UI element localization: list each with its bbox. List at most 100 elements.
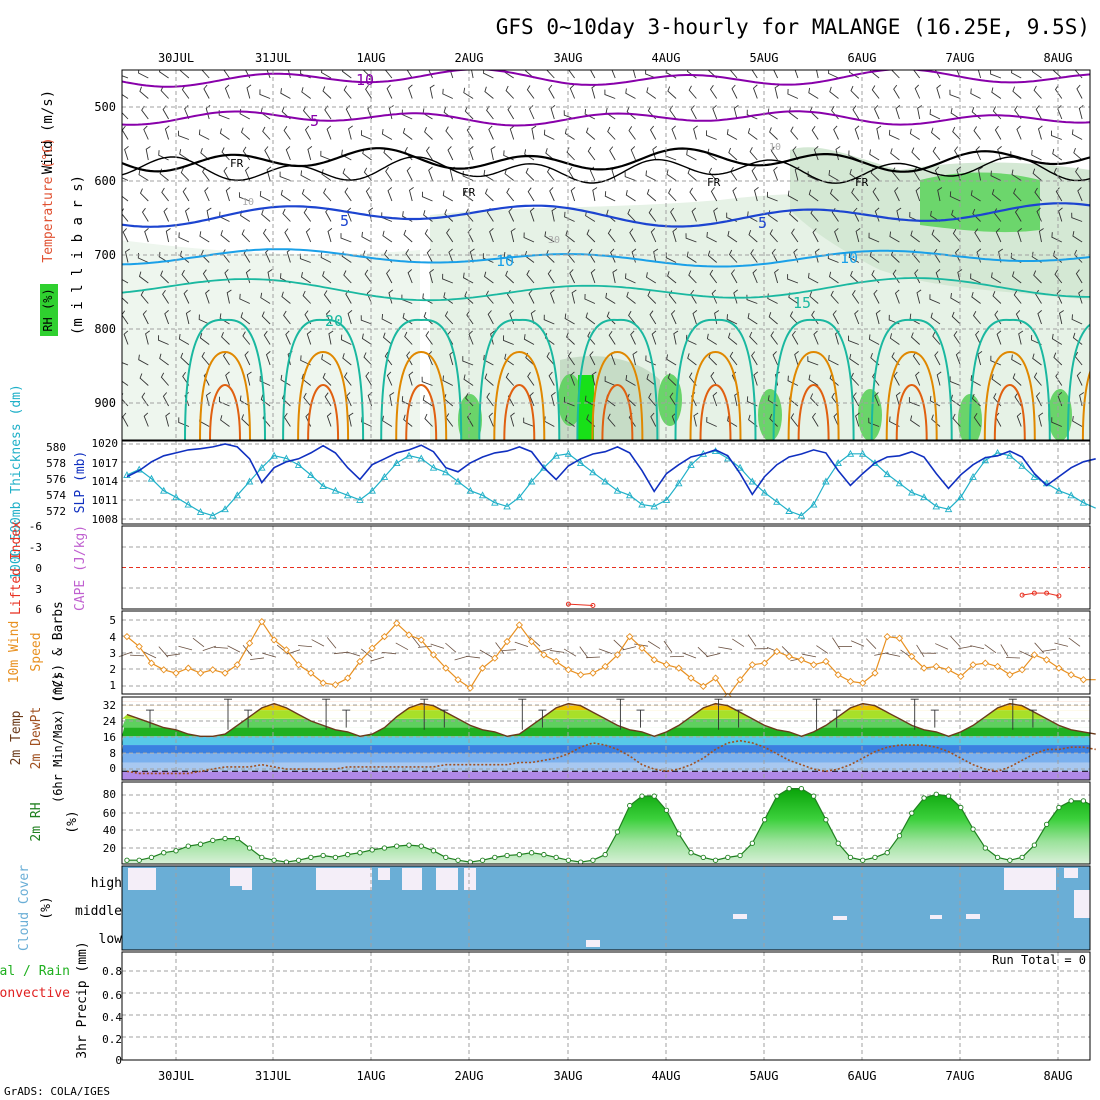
wind-barb bbox=[306, 330, 312, 345]
wind-barb bbox=[463, 272, 474, 284]
wind-barb bbox=[915, 371, 921, 386]
rh2m-point bbox=[148, 854, 155, 861]
wind-barb bbox=[991, 374, 1002, 386]
wind10-barb bbox=[984, 644, 997, 654]
rh2m-point bbox=[994, 854, 1001, 861]
wind-barb bbox=[1016, 125, 1022, 140]
wind-barb bbox=[404, 331, 413, 345]
wind-barb bbox=[977, 70, 982, 79]
wind-barb bbox=[284, 228, 291, 243]
wind-barb bbox=[138, 271, 149, 284]
wind-barb bbox=[992, 291, 1002, 304]
wind-barb bbox=[570, 371, 576, 386]
cloud-gap bbox=[833, 916, 847, 920]
wind-barb bbox=[122, 362, 129, 366]
wind-barb bbox=[771, 248, 778, 263]
wind-barb bbox=[773, 70, 779, 79]
wind-barb bbox=[259, 190, 271, 202]
wind-barb bbox=[752, 84, 758, 99]
rh2m-point bbox=[1031, 842, 1038, 848]
wind-barb bbox=[991, 189, 1002, 202]
wind10-barb bbox=[563, 648, 577, 657]
wind-barb bbox=[873, 289, 880, 304]
thickness-point bbox=[442, 468, 450, 476]
wind10-barb bbox=[935, 643, 949, 650]
tick-label: 800 bbox=[94, 322, 116, 336]
wind-barb bbox=[832, 310, 839, 325]
wind-barb bbox=[591, 84, 597, 99]
tick-label: 0.4 bbox=[102, 1011, 122, 1024]
tick-label: 16 bbox=[103, 731, 116, 744]
wind-barb bbox=[405, 249, 413, 263]
tick-label: -6 bbox=[29, 520, 42, 533]
contour-label: 10 bbox=[242, 197, 254, 208]
contour-20 bbox=[576, 318, 659, 440]
date-label: 6AUG bbox=[848, 1069, 877, 1083]
wind-barb bbox=[625, 190, 636, 202]
wind10-barb bbox=[634, 643, 649, 647]
wind-barb bbox=[381, 313, 393, 325]
wind-barb bbox=[421, 191, 433, 202]
contour-30 bbox=[307, 383, 340, 440]
wind-barb bbox=[992, 106, 1002, 120]
wind-barb bbox=[1056, 289, 1063, 304]
wind-barb bbox=[225, 187, 231, 202]
rh2m-point bbox=[259, 854, 265, 861]
wind-barb bbox=[262, 228, 271, 243]
wind-barb bbox=[143, 412, 149, 427]
wind-barb bbox=[1054, 269, 1063, 284]
wind-barb bbox=[239, 108, 251, 120]
wind-barb bbox=[220, 230, 230, 243]
wind-barb bbox=[506, 187, 515, 202]
wind-barb bbox=[709, 269, 718, 284]
rh2m-area bbox=[122, 788, 1090, 864]
wind-barb bbox=[951, 311, 961, 325]
cloud-gap bbox=[464, 868, 476, 890]
thickness-point bbox=[405, 451, 413, 459]
wind-barb bbox=[387, 187, 393, 202]
wind-barb bbox=[990, 170, 1002, 181]
wind-barb bbox=[122, 310, 129, 325]
wind-barb bbox=[750, 249, 758, 263]
thickness-point bbox=[760, 488, 769, 496]
cloud-gap bbox=[930, 915, 942, 919]
tick-label: 5 bbox=[109, 614, 116, 627]
wind-barb bbox=[406, 166, 413, 181]
thickness-point bbox=[159, 486, 168, 494]
wind-barb bbox=[343, 372, 352, 386]
rh2m-point bbox=[516, 851, 522, 858]
rh2m-point bbox=[1068, 798, 1074, 804]
wind-barb bbox=[382, 230, 393, 243]
wind-barb bbox=[787, 88, 799, 99]
temp2m-gridlines bbox=[122, 697, 1090, 780]
wind10-barb bbox=[334, 651, 349, 655]
wind10-barb bbox=[143, 651, 157, 659]
wind-barb bbox=[564, 211, 575, 222]
date-label: 7AUG bbox=[946, 51, 975, 65]
wind-barb bbox=[667, 373, 677, 386]
wind-barb bbox=[344, 187, 352, 202]
rh2m-point bbox=[602, 851, 608, 858]
wind-barb bbox=[855, 228, 861, 243]
wind10-barb bbox=[886, 653, 901, 657]
wind-barb bbox=[604, 89, 616, 99]
wind-barb bbox=[408, 84, 413, 99]
rh2m-point bbox=[504, 852, 510, 859]
wind-barb bbox=[442, 88, 453, 99]
thickness-point bbox=[454, 477, 462, 485]
thickness-point bbox=[601, 477, 609, 485]
wind-barb bbox=[833, 412, 839, 427]
tick-label: 700 bbox=[94, 248, 116, 262]
wind-barb bbox=[1031, 70, 1042, 79]
wind-barb bbox=[975, 330, 982, 345]
wind-barb bbox=[769, 229, 778, 243]
wind-barb bbox=[792, 146, 799, 161]
wind-barb bbox=[448, 248, 454, 263]
wind-barb bbox=[914, 84, 921, 99]
wind-barb bbox=[834, 228, 839, 243]
wind10-point bbox=[258, 618, 266, 626]
thickness-point bbox=[846, 449, 855, 457]
wind-barb bbox=[934, 351, 941, 366]
wind-barb bbox=[1032, 353, 1042, 366]
thickness-axis: 580 578 576 574 572 bbox=[46, 441, 66, 518]
